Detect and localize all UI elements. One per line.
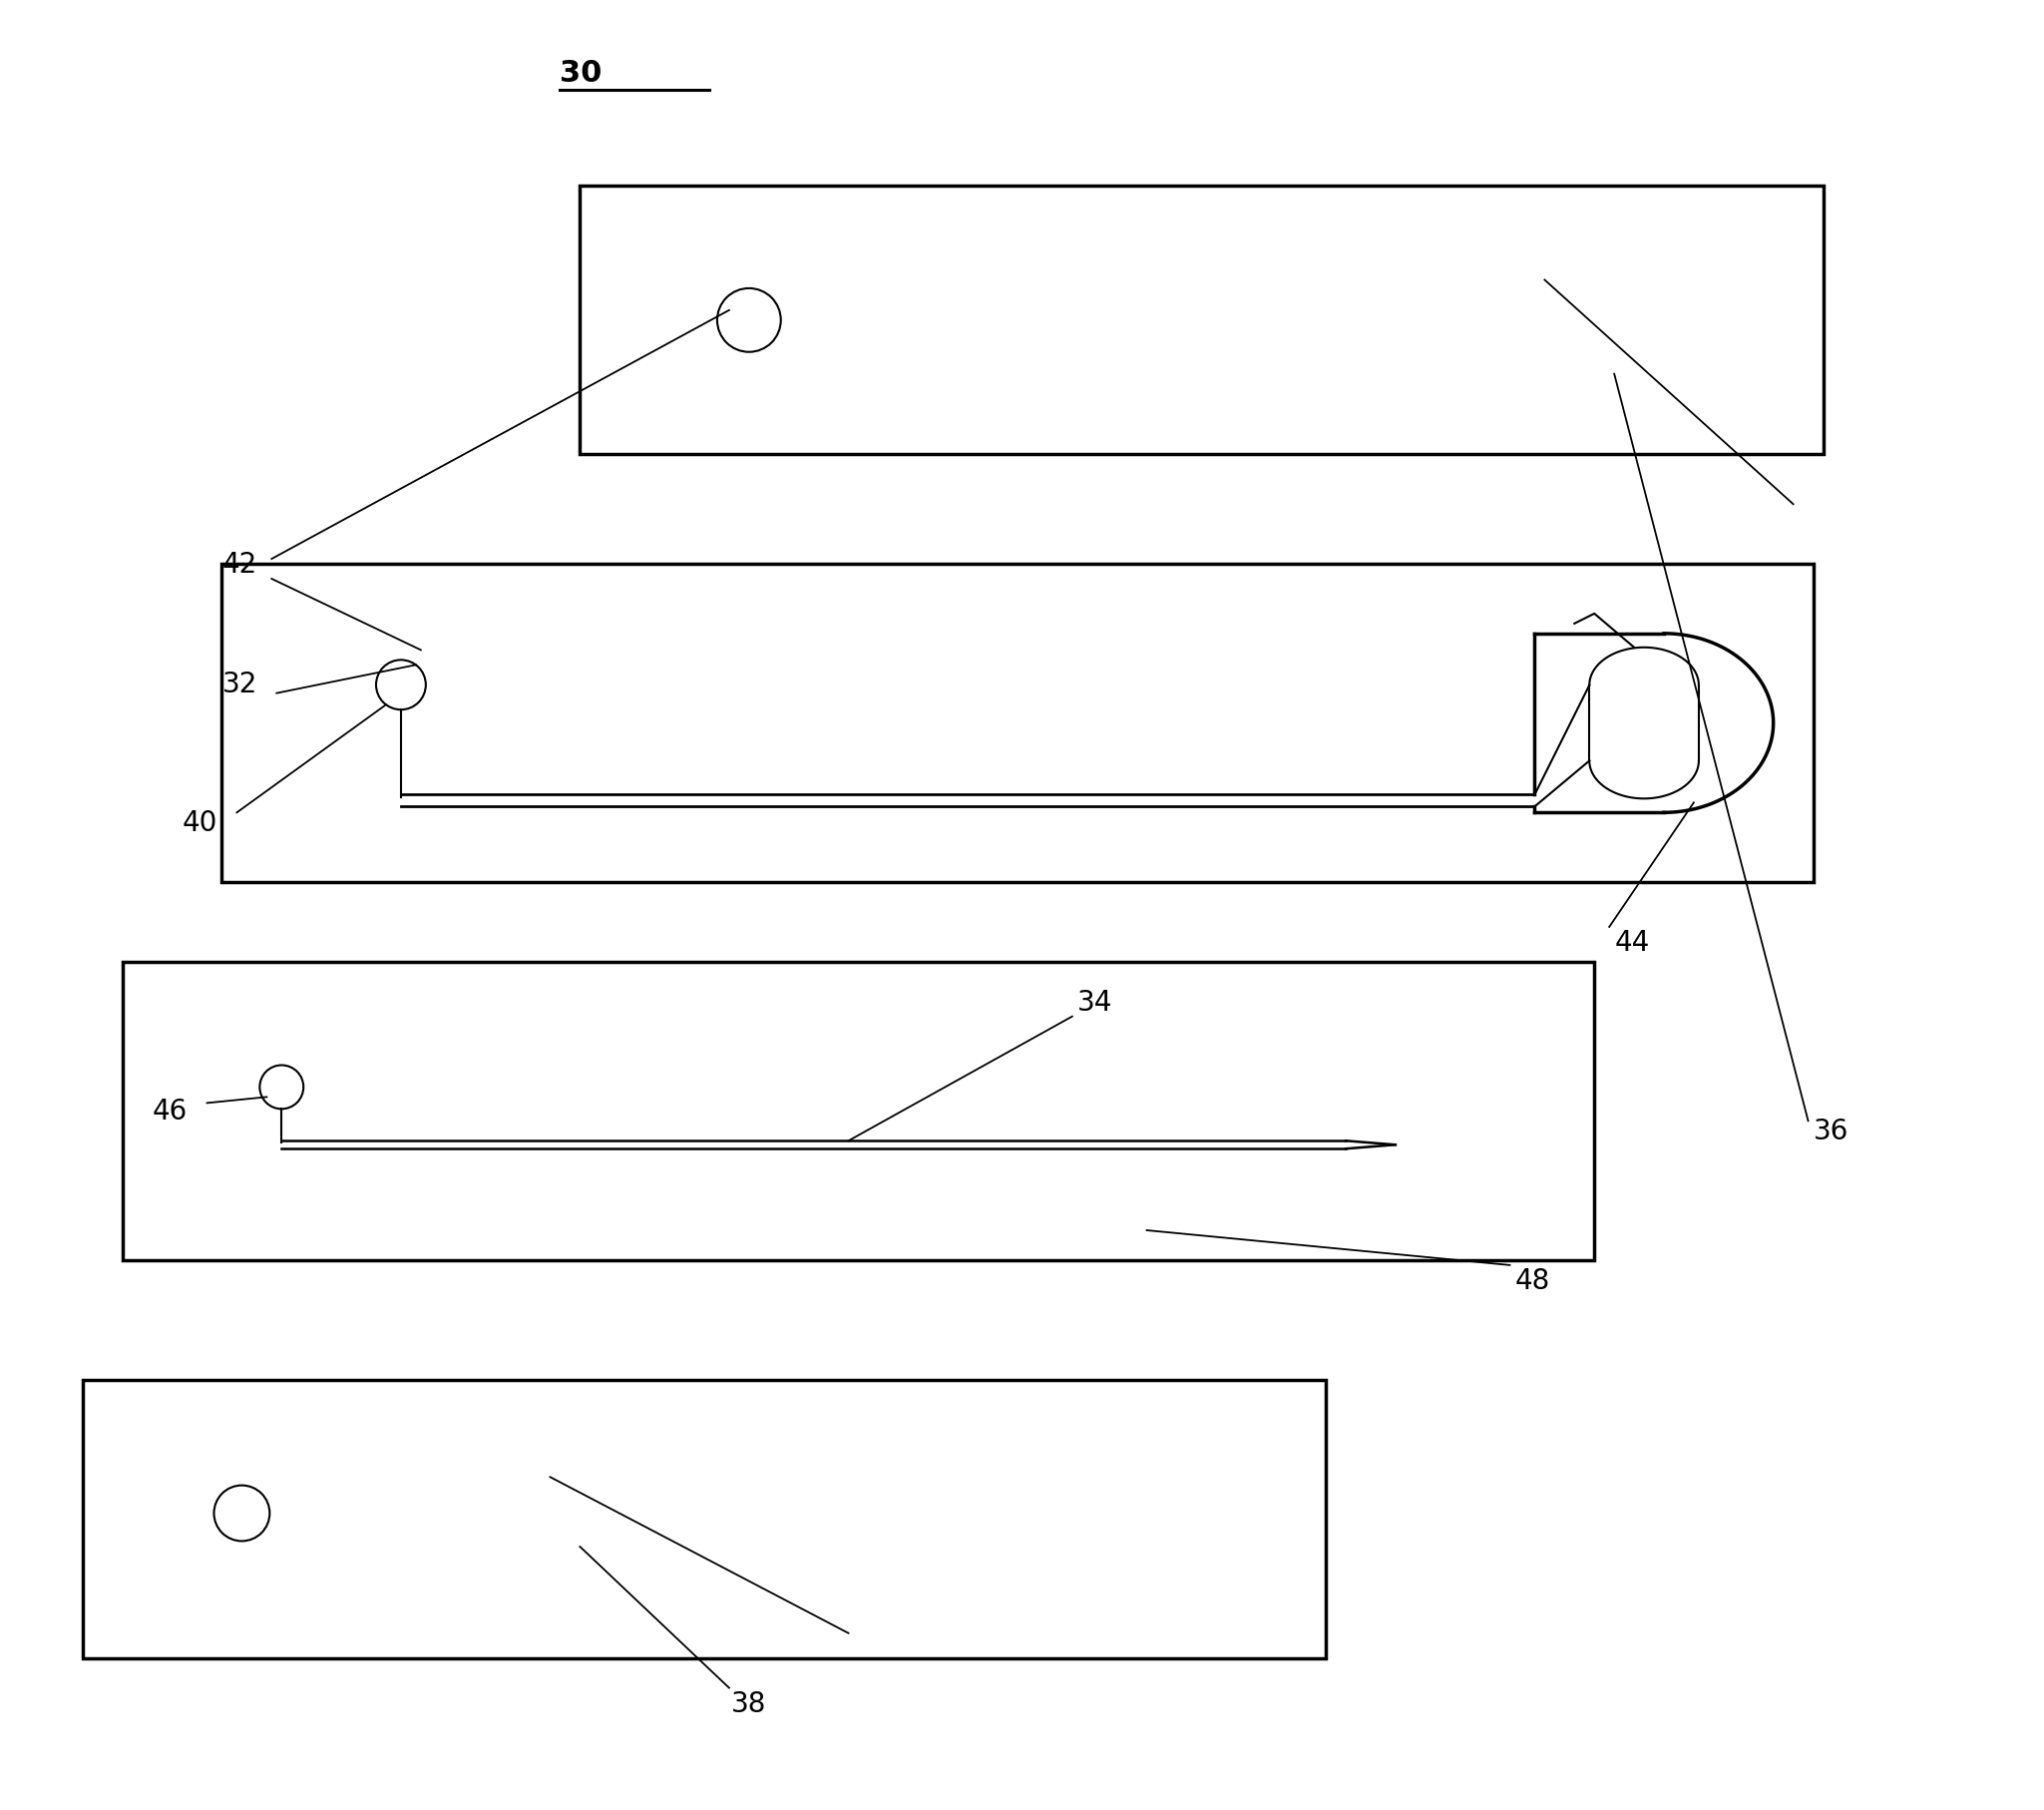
- Text: 38: 38: [732, 1691, 766, 1718]
- Text: 46: 46: [153, 1097, 188, 1126]
- Text: 30: 30: [560, 58, 603, 87]
- Text: 32: 32: [223, 670, 258, 697]
- Text: 40: 40: [182, 809, 217, 836]
- Bar: [82, 1379, 1327, 1658]
- Bar: [580, 186, 1823, 454]
- Circle shape: [376, 661, 425, 710]
- Circle shape: [717, 290, 781, 353]
- Text: 48: 48: [1515, 1267, 1549, 1294]
- Circle shape: [260, 1066, 303, 1110]
- Bar: [223, 565, 1813, 883]
- Bar: [123, 963, 1594, 1260]
- Text: 36: 36: [1813, 1117, 1848, 1146]
- Text: 34: 34: [1077, 988, 1112, 1015]
- Text: 42: 42: [223, 550, 258, 579]
- Circle shape: [215, 1486, 270, 1540]
- Text: 44: 44: [1615, 929, 1650, 956]
